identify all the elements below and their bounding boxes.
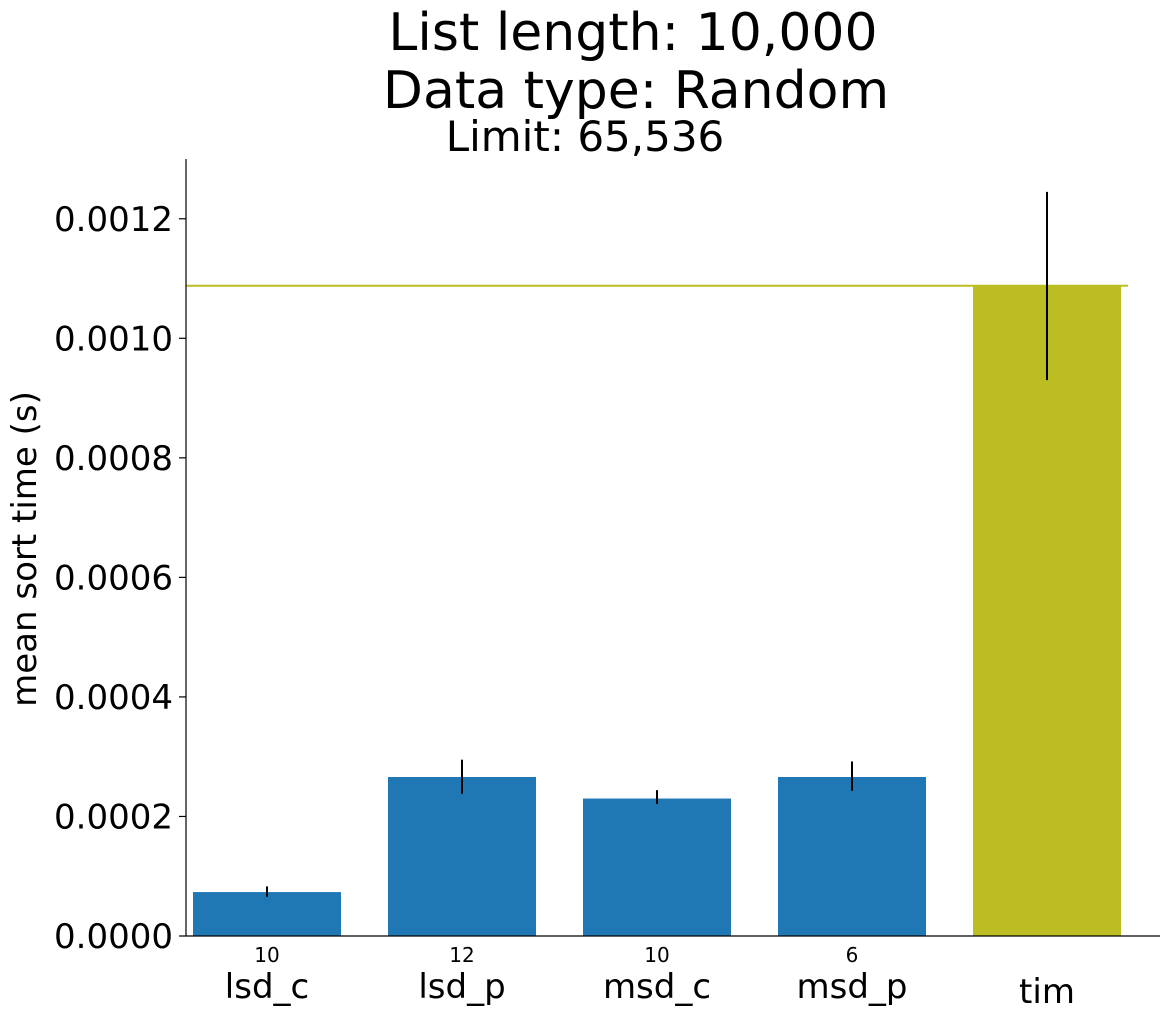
x-tick-label-lsd_p: lsd_p xyxy=(418,967,505,1007)
bar-count-label-msd_c: 10 xyxy=(644,943,669,967)
bar-count-label-msd_p: 6 xyxy=(846,943,859,967)
x-tick-label-msd_c: msd_c xyxy=(603,967,711,1007)
x-tick-label-tim: tim xyxy=(1019,972,1075,1012)
bar-count-label-lsd_c: 10 xyxy=(254,943,279,967)
bar-tim xyxy=(973,285,1121,936)
y-tick-label: 0.0012 xyxy=(54,200,173,240)
chart-title-line-2: Data type: Random xyxy=(383,61,889,121)
y-tick-label: 0.0008 xyxy=(54,439,173,479)
bar-count-label-lsd_p: 12 xyxy=(449,943,474,967)
y-tick-label: 0.0002 xyxy=(54,797,173,837)
y-tick-label: 0.0000 xyxy=(54,917,173,957)
y-tick-label: 0.0004 xyxy=(54,678,173,718)
chart-subtitle: Limit: 65,536 xyxy=(446,112,725,161)
chart-title-line-1: List length: 10,000 xyxy=(388,3,877,63)
bar-lsd_p xyxy=(388,777,536,936)
y-axis-label: mean sort time (s) xyxy=(5,391,45,707)
bar-msd_c xyxy=(583,798,731,936)
y-tick-label: 0.0006 xyxy=(54,558,173,598)
bar-msd_p xyxy=(778,777,926,936)
plot-area: 0.0000 0.0002 0.0004 0.0006 0.0008 0.0010 0.00… xyxy=(54,159,1160,1012)
y-tick-label: 0.0010 xyxy=(54,319,173,359)
x-tick-label-lsd_c: lsd_c xyxy=(225,967,309,1007)
bar-lsd_c xyxy=(193,892,341,936)
x-tick-label-msd_p: msd_p xyxy=(797,967,908,1007)
